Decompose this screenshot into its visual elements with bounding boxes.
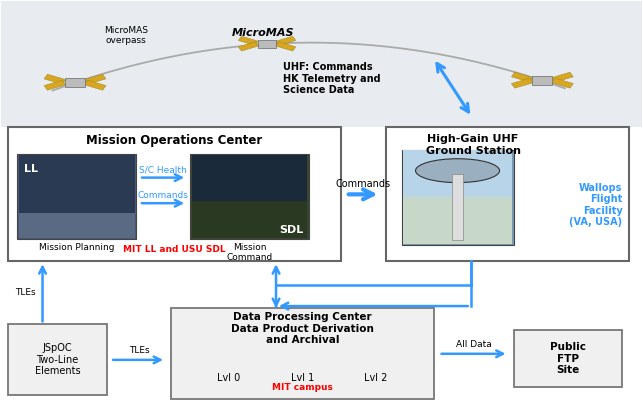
Text: S/C Health: S/C Health — [139, 165, 187, 174]
Bar — [44, 80, 66, 90]
FancyBboxPatch shape — [386, 127, 629, 261]
Bar — [19, 213, 134, 238]
Text: TLEs: TLEs — [129, 346, 149, 355]
Bar — [239, 42, 258, 51]
Text: Mission Operations Center: Mission Operations Center — [86, 134, 262, 147]
Text: MicroMAS
overpass: MicroMAS overpass — [104, 26, 149, 45]
FancyBboxPatch shape — [190, 154, 309, 239]
Text: Public
FTP
Site: Public FTP Site — [550, 342, 586, 375]
Bar — [403, 198, 512, 244]
Bar — [19, 155, 134, 213]
Text: Lvl 0: Lvl 0 — [217, 373, 240, 383]
Text: LL: LL — [24, 164, 38, 174]
Bar — [452, 173, 463, 240]
Text: Lvl 2: Lvl 2 — [364, 373, 388, 383]
Text: High-Gain UHF
Ground Station: High-Gain UHF Ground Station — [426, 134, 521, 156]
Text: MIT LL and USU SDL: MIT LL and USU SDL — [123, 245, 226, 254]
Text: Data Processing Center
Data Product Derivation
and Archival: Data Processing Center Data Product Deri… — [231, 312, 374, 345]
Bar — [552, 72, 574, 82]
Bar — [192, 155, 307, 201]
Bar — [65, 79, 85, 87]
Bar — [239, 36, 258, 45]
Ellipse shape — [415, 159, 500, 182]
Bar — [403, 151, 512, 198]
Text: Mission Planning: Mission Planning — [39, 243, 114, 252]
Text: JSpOC
Two-Line
Elements: JSpOC Two-Line Elements — [35, 343, 80, 376]
Text: TLEs: TLEs — [15, 288, 36, 297]
Bar — [511, 78, 533, 88]
FancyBboxPatch shape — [401, 150, 514, 245]
FancyBboxPatch shape — [171, 308, 433, 400]
Text: Commands: Commands — [336, 180, 391, 189]
Text: Lvl 1: Lvl 1 — [291, 373, 314, 383]
FancyBboxPatch shape — [8, 324, 107, 396]
Text: MIT campus: MIT campus — [272, 383, 332, 392]
Bar — [511, 72, 533, 82]
Text: UHF: Commands
HK Telemetry and
Science Data: UHF: Commands HK Telemetry and Science D… — [283, 62, 381, 95]
Text: SDL: SDL — [279, 225, 303, 235]
Text: Wallops
Flight
Facility
(VA, USA): Wallops Flight Facility (VA, USA) — [569, 183, 622, 227]
Bar — [192, 201, 307, 238]
Bar — [276, 36, 296, 45]
FancyBboxPatch shape — [1, 1, 642, 127]
Bar — [532, 76, 552, 85]
Bar — [258, 40, 276, 48]
FancyBboxPatch shape — [8, 127, 341, 261]
Text: Commands: Commands — [138, 191, 188, 200]
Bar — [44, 74, 66, 84]
FancyBboxPatch shape — [514, 330, 622, 387]
Text: Mission
Command: Mission Command — [226, 243, 273, 263]
Text: MicroMAS: MicroMAS — [232, 28, 294, 38]
Bar — [276, 42, 296, 51]
Bar — [552, 78, 574, 88]
Text: All Data: All Data — [456, 340, 491, 349]
FancyBboxPatch shape — [17, 154, 136, 239]
Bar — [84, 80, 106, 90]
Bar — [84, 74, 106, 84]
